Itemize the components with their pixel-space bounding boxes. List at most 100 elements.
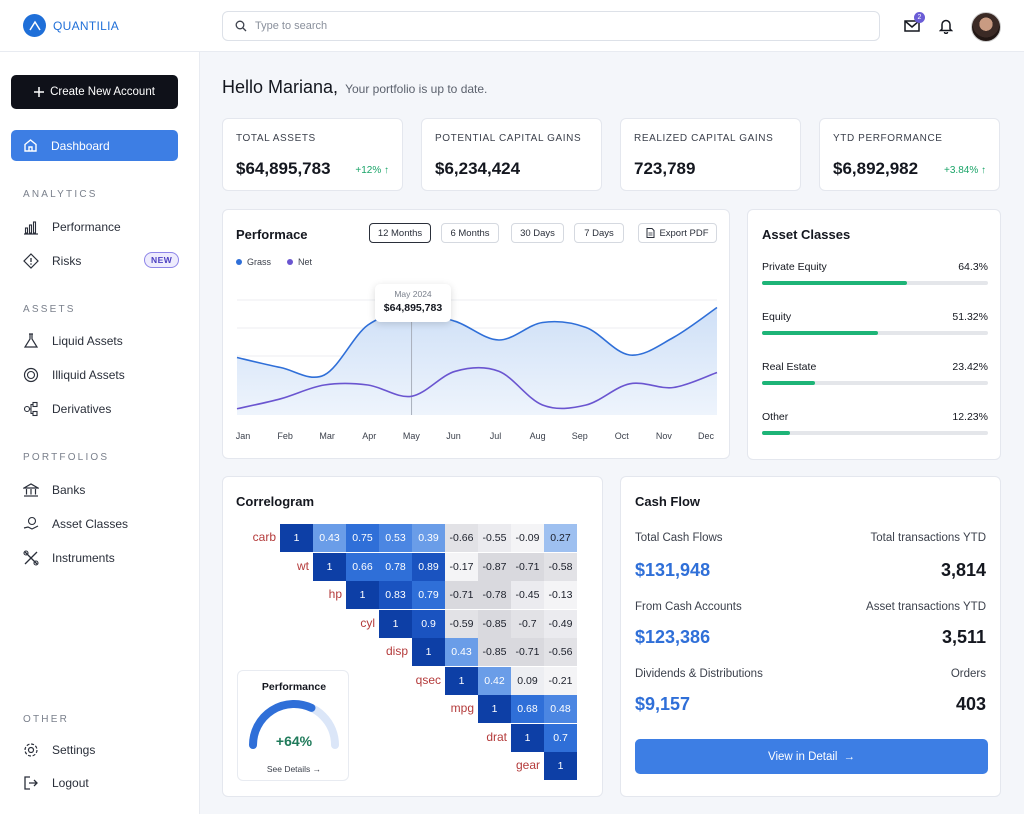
corr-cell[interactable]: -0.17: [445, 552, 478, 581]
sidebar-item-logout[interactable]: Logout: [23, 773, 183, 793]
kpi-card-realized-gains: REALIZED CAPITAL GAINS 723,789: [620, 118, 801, 191]
greeting-subtitle: Your portfolio is up to date.: [345, 82, 488, 96]
create-account-button[interactable]: Create New Account: [11, 75, 178, 109]
corr-cell[interactable]: 0.39: [412, 524, 445, 552]
bank-icon: [23, 483, 39, 497]
chart-tooltip: May 2024 $64,895,783: [375, 284, 451, 322]
corr-cell[interactable]: -0.59: [445, 609, 478, 638]
corr-cell[interactable]: 0.43: [445, 638, 478, 666]
corr-cell[interactable]: -0.78: [478, 581, 511, 609]
export-pdf-button[interactable]: Export PDF: [638, 223, 717, 243]
cf-label-right: Total transactions YTD: [870, 532, 986, 544]
series-line-net[interactable]: [236, 366, 718, 410]
sidebar-item-banks[interactable]: Banks: [23, 480, 183, 500]
corr-cell[interactable]: 0.48: [544, 695, 577, 723]
series-line-grass[interactable]: [236, 306, 718, 379]
sidebar-item-label: Instruments: [52, 551, 115, 565]
corr-cell[interactable]: 0.9: [412, 609, 445, 638]
corr-cell[interactable]: -0.49: [544, 609, 577, 638]
corr-cell[interactable]: 1: [280, 524, 313, 552]
view-in-detail-button[interactable]: View in Detail →: [635, 739, 988, 774]
corr-cell[interactable]: -0.85: [478, 638, 511, 666]
corr-cell[interactable]: 0.75: [346, 524, 379, 552]
corr-cell[interactable]: -0.09: [511, 524, 544, 552]
sidebar-item-label: Asset Classes: [52, 517, 129, 531]
corr-cell[interactable]: 0.83: [379, 581, 412, 609]
sidebar-item-liquid-assets[interactable]: Liquid Assets: [23, 331, 183, 351]
sidebar-item-risks[interactable]: Risks NEW: [23, 251, 183, 271]
search-box[interactable]: [222, 11, 880, 41]
create-account-label: Create New Account: [50, 86, 155, 98]
corr-cell[interactable]: 1: [313, 552, 346, 581]
x-tick-label: Dec: [697, 431, 715, 441]
corr-cell[interactable]: 1: [478, 695, 511, 723]
corr-cell[interactable]: -0.85: [478, 609, 511, 638]
see-details-link[interactable]: See Details →: [238, 764, 350, 774]
legend-item-net[interactable]: Net: [287, 257, 312, 267]
performance-chart[interactable]: [223, 210, 731, 460]
corr-cell[interactable]: -0.66: [445, 524, 478, 552]
notifications-button[interactable]: [936, 16, 956, 36]
corr-cell[interactable]: 0.09: [511, 666, 544, 695]
sidebar-item-settings[interactable]: Settings: [23, 740, 183, 760]
cf-value: $9,157: [635, 694, 691, 714]
corr-cell[interactable]: 0.78: [379, 552, 412, 581]
corr-cell[interactable]: 0.42: [478, 666, 511, 695]
home-icon: [24, 139, 37, 152]
corr-cell[interactable]: 0.53: [379, 524, 412, 552]
corr-cell[interactable]: 0.68: [511, 695, 544, 723]
corr-cell[interactable]: -0.21: [544, 666, 577, 695]
corr-cell[interactable]: -0.58: [544, 552, 577, 581]
corr-cell[interactable]: 0.79: [412, 581, 445, 609]
new-badge: NEW: [144, 252, 180, 268]
corr-cell[interactable]: -0.55: [478, 524, 511, 552]
mail-button[interactable]: 2: [902, 12, 925, 36]
sidebar-item-performance[interactable]: Performance: [23, 217, 183, 237]
performance-gauge: [249, 700, 339, 749]
corr-cell[interactable]: 0.7: [544, 723, 577, 752]
greeting: Hello Mariana, Your portfolio is up to d…: [222, 77, 487, 98]
corr-cell[interactable]: 0.43: [313, 524, 346, 552]
corr-cell[interactable]: -0.87: [478, 552, 511, 581]
cash-flow-title: Cash Flow: [635, 494, 701, 509]
x-tick-label: Jan: [235, 431, 251, 441]
corr-cell[interactable]: 0.66: [346, 552, 379, 581]
search-input[interactable]: [255, 20, 855, 32]
corr-cell[interactable]: -0.45: [511, 581, 544, 609]
corr-cell[interactable]: 1: [346, 581, 379, 609]
corr-cell[interactable]: -0.71: [511, 552, 544, 581]
range-30-days[interactable]: 30 Days: [511, 223, 564, 243]
corr-cell[interactable]: -0.7: [511, 609, 544, 638]
corr-cell[interactable]: 0.27: [544, 524, 577, 552]
corr-cell[interactable]: 1: [544, 752, 577, 780]
sidebar-item-asset-classes[interactable]: Asset Classes: [23, 514, 183, 534]
hand-coin-icon: [23, 516, 39, 530]
cf-value-right: 403: [955, 694, 986, 714]
range-6-months[interactable]: 6 Months: [441, 223, 499, 243]
corr-cell[interactable]: -0.71: [511, 638, 544, 666]
logo[interactable]: QUANTILIA: [23, 14, 119, 37]
legend-item-grass[interactable]: Grass: [236, 257, 271, 267]
range-12-months[interactable]: 12 Months: [369, 223, 431, 243]
kpi-label: POTENTIAL CAPITAL GAINS: [435, 133, 582, 144]
asset-classes-card: Asset Classes Private Equity 64.3% Equit…: [747, 209, 1001, 460]
corr-cell[interactable]: 1: [379, 609, 412, 638]
avatar[interactable]: [971, 12, 1001, 42]
asset-pct: 64.3%: [958, 261, 988, 273]
kpi-delta: +3.84% ↑: [944, 165, 986, 176]
corr-cell[interactable]: -0.13: [544, 581, 577, 609]
cf-label: From Cash Accounts: [635, 601, 742, 613]
sidebar-item-label: Illiquid Assets: [52, 368, 125, 382]
flask-icon: [23, 333, 39, 348]
sidebar-item-derivatives[interactable]: Derivatives: [23, 399, 183, 419]
sidebar-item-illiquid-assets[interactable]: Illiquid Assets: [23, 365, 183, 385]
corr-cell[interactable]: 1: [511, 723, 544, 752]
sidebar-item-instruments[interactable]: Instruments: [23, 548, 183, 568]
corr-cell[interactable]: -0.71: [445, 581, 478, 609]
corr-cell[interactable]: -0.56: [544, 638, 577, 666]
corr-cell[interactable]: 0.89: [412, 552, 445, 581]
sidebar-item-dashboard[interactable]: Dashboard: [11, 130, 178, 161]
corr-cell[interactable]: 1: [412, 638, 445, 666]
corr-cell[interactable]: 1: [445, 666, 478, 695]
range-7-days[interactable]: 7 Days: [574, 223, 624, 243]
